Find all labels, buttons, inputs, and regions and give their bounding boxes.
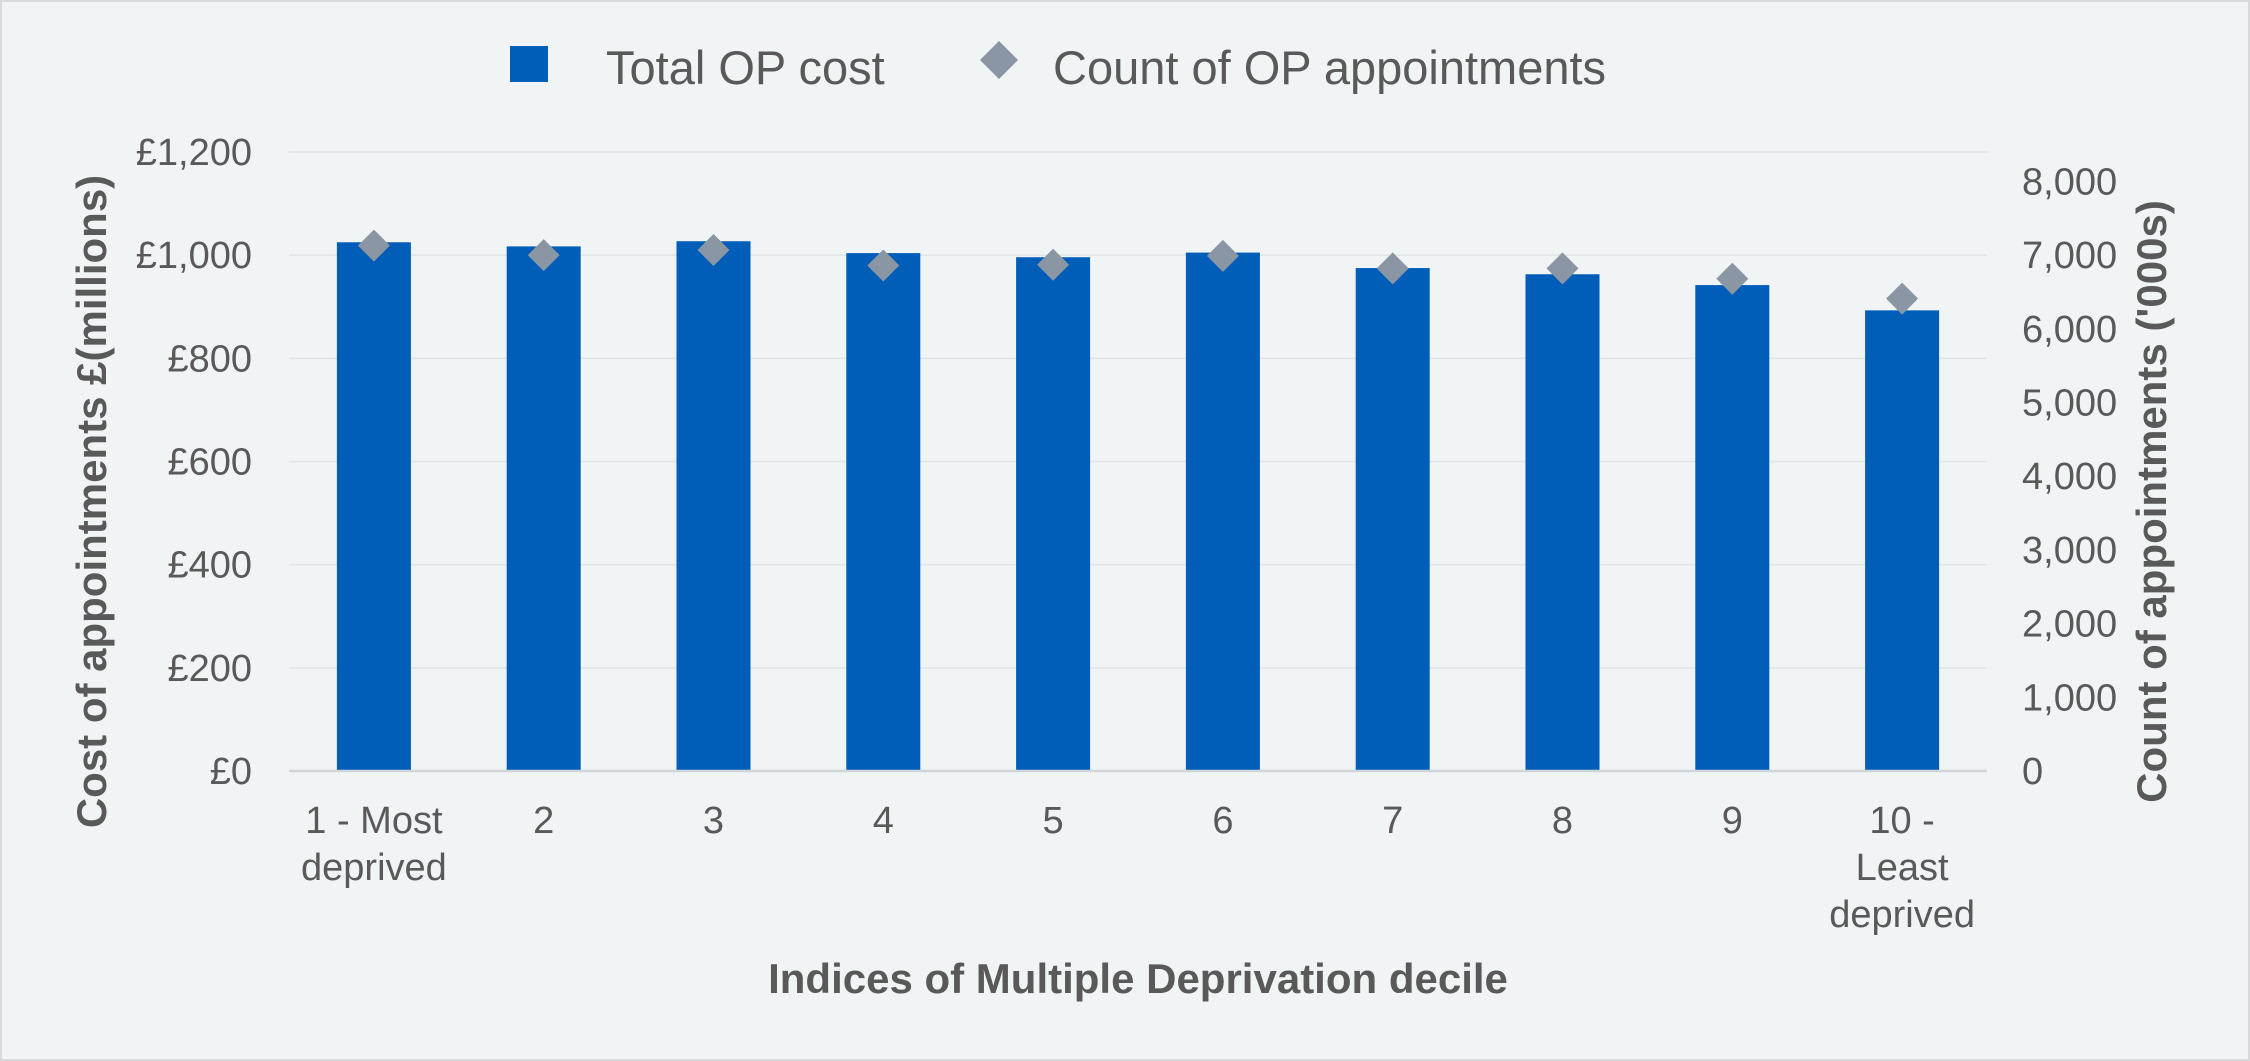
x-tick-label: 6 [1212,800,1233,842]
marker-point [697,234,730,267]
y-tick-label: £600 [167,442,252,484]
y2-tick-label: 2,000 [2022,604,2117,646]
legend-swatch-count-op-appointments [980,41,1018,79]
x-axis-ticks: 1 - Most deprived 2 3 4 5 6 7 8 9 10 -Least deprive… [301,800,1975,936]
bar-series [336,241,1940,772]
y-tick-label: £1,000 [136,235,252,277]
bar [1016,257,1091,771]
marker-point [1546,252,1579,285]
y2-tick-label: 4,000 [2022,456,2117,498]
bar [1355,268,1430,771]
bar [1525,274,1600,771]
marker-point [1376,252,1409,285]
y-tick-label: £0 [210,751,252,793]
marker-point [527,239,560,272]
y2-tick-label: 0 [2022,751,2043,793]
bar [1865,310,1940,771]
y2-tick-label: 7,000 [2022,235,2117,277]
marker-point [1716,262,1749,295]
x-axis-title: Indices of Multiple Deprivation decile [768,955,1508,1002]
bar [506,246,581,771]
y2-axis-title: Count of appointments ('000s) [2128,200,2175,803]
x-tick-label: 1 - Most deprived [301,800,447,889]
legend: Total OP cost Count of OP appointments [510,41,1606,94]
y2-tick-label: 5,000 [2022,383,2117,425]
bar [336,242,411,772]
bar [846,253,921,771]
y-tick-label: £1,200 [136,132,252,174]
y2-tick-label: 3,000 [2022,530,2117,572]
x-tick-label: 4 [873,800,894,842]
y-axis-title: Cost of appointments £(millions) [68,175,115,828]
marker-point [867,249,900,282]
y-axis-ticks: £0 £200 £400 £600 £800 £1,000 £1,200 [136,132,252,793]
legend-label-total-op-cost: Total OP cost [606,41,885,94]
legend-label-count-op-appointments: Count of OP appointments [1053,41,1606,94]
marker-point [357,229,390,262]
marker-point [1886,282,1919,315]
x-tick-label: 8 [1552,800,1573,842]
marker-point [1206,239,1239,272]
y2-tick-label: 8,000 [2022,161,2117,203]
bar [1695,285,1770,771]
x-tick-label: 7 [1382,800,1403,842]
y2-axis-ticks: 0 1,000 2,000 3,000 4,000 5,000 6,000 7,000 8,00… [2022,161,2117,793]
bar [676,241,751,772]
bar [1185,252,1260,771]
y2-tick-label: 1,000 [2022,677,2117,719]
x-tick-label: 2 [533,800,554,842]
y2-tick-label: 6,000 [2022,309,2117,351]
marker-point [1037,248,1070,281]
x-tick-label: 3 [703,800,724,842]
y-tick-label: £800 [167,338,252,380]
legend-swatch-total-op-cost [510,46,548,82]
x-tick-label: 10 -Least deprived [1829,800,1975,936]
marker-series [357,229,1919,315]
y-tick-label: £200 [167,648,252,690]
x-tick-label: 5 [1043,800,1064,842]
y-tick-label: £400 [167,545,252,587]
x-tick-label: 9 [1722,800,1743,842]
